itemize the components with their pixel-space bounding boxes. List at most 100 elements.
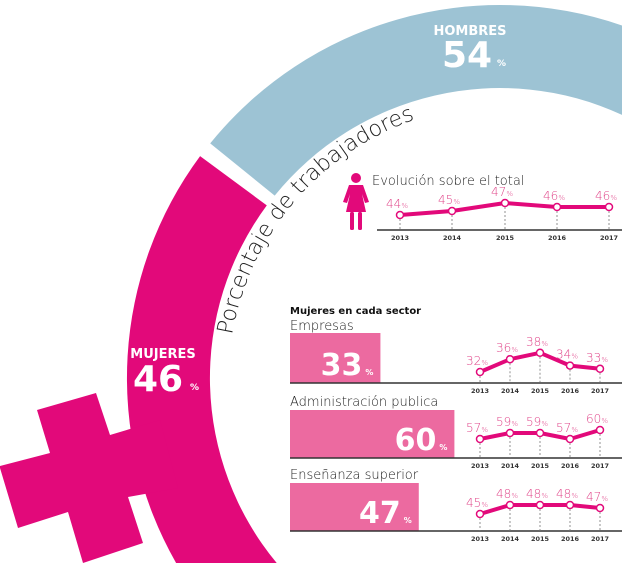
data-point: [565, 434, 575, 444]
x-tick-label: 2017: [600, 234, 618, 242]
data-label: 46%: [543, 189, 565, 203]
chart-title: Empresas: [290, 319, 354, 334]
data-label-unit: %: [511, 420, 518, 428]
data-label-unit: %: [601, 417, 608, 425]
x-tick-label: 2016: [548, 234, 567, 242]
data-label-unit: %: [571, 353, 578, 361]
x-tick-label: 2017: [591, 462, 609, 470]
data-point: [535, 500, 545, 510]
data-label: 57%: [556, 421, 578, 435]
data-label-value: 34: [556, 348, 571, 362]
data-label-value: 47: [586, 490, 601, 504]
total-value: 60: [395, 423, 437, 458]
data-label-unit: %: [541, 492, 548, 500]
hombres-value: 54: [442, 35, 492, 76]
data-label-value: 48: [526, 487, 541, 501]
x-tick-label: 2013: [471, 462, 489, 470]
total-value: 33: [321, 348, 363, 383]
data-label-value: 59: [526, 415, 541, 429]
data-point: [475, 434, 485, 444]
total-bar: [290, 410, 455, 458]
data-label-unit: %: [601, 495, 608, 503]
charts: Evolución sobre el total 2013 2014 2015 2016…: [290, 174, 622, 543]
x-tick-label: 2014: [501, 387, 520, 395]
total-bar: [290, 483, 419, 531]
data-label: 47%: [586, 490, 608, 504]
x-tick-label: 2013: [471, 387, 489, 395]
chart-title: Administración publica: [290, 395, 438, 410]
data-point: [595, 364, 605, 374]
chart-title: Evolución sobre el total: [372, 174, 524, 189]
hombres-arc: [210, 5, 622, 196]
data-point: [475, 509, 485, 519]
data-label: 44%: [386, 197, 408, 211]
data-label: 36%: [496, 341, 518, 355]
data-point: [535, 428, 545, 438]
data-label-unit: %: [481, 359, 488, 367]
data-point: [475, 367, 485, 377]
x-tick-label: 2017: [591, 535, 609, 543]
data-point: [595, 425, 605, 435]
data-label-unit: %: [610, 194, 617, 202]
mujeres-value: 46: [133, 359, 183, 400]
data-label-value: 48: [496, 487, 511, 501]
data-label-unit: %: [401, 202, 408, 210]
data-point: [565, 500, 575, 510]
total-value: 47: [359, 496, 401, 531]
data-label-value: 32: [466, 354, 481, 368]
data-label-unit: %: [511, 492, 518, 500]
data-label-value: 60: [586, 412, 601, 426]
data-label: 48%: [556, 487, 578, 501]
data-point: [595, 503, 605, 513]
data-label: 38%: [526, 335, 548, 349]
x-tick-label: 2015: [531, 387, 550, 395]
data-label: 60%: [586, 412, 608, 426]
sector-heading: Mujeres en cada sector: [290, 306, 421, 317]
x-tick-label: 2014: [501, 462, 520, 470]
data-point: [565, 361, 575, 370]
data-label: 45%: [438, 193, 460, 207]
data-label-unit: %: [541, 420, 548, 428]
data-label: 32%: [466, 354, 488, 368]
x-tick-label: 2015: [496, 234, 515, 242]
data-label-unit: %: [541, 340, 548, 348]
x-tick-label: 2015: [531, 462, 550, 470]
mujeres-label: MUJERES: [130, 347, 195, 362]
data-label: 47%: [491, 185, 513, 199]
total-unit: %: [439, 443, 447, 452]
female-symbol-cross: [0, 393, 178, 563]
data-label: 45%: [466, 496, 488, 510]
x-tick-label: 2014: [501, 535, 520, 543]
data-point: [505, 428, 515, 438]
data-label-value: 57: [466, 421, 481, 435]
data-label-value: 36: [496, 341, 511, 355]
data-label-value: 44: [386, 197, 401, 211]
x-tick-label: 2013: [391, 234, 409, 242]
data-label-value: 57: [556, 421, 571, 435]
x-tick-label: 2014: [443, 234, 462, 242]
data-label-value: 33: [586, 351, 601, 365]
data-label-value: 45: [466, 496, 481, 510]
x-tick-label: 2015: [531, 535, 550, 543]
woman-icon: [343, 173, 369, 230]
data-label: 46%: [595, 189, 617, 203]
x-tick-label: 2016: [561, 387, 580, 395]
data-point: [604, 202, 614, 212]
total-unit: %: [404, 516, 412, 525]
x-tick-label: 2017: [591, 387, 609, 395]
chart-2: Administración publica 60 % 2013 2014 2015 201…: [290, 395, 622, 470]
data-point: [505, 354, 515, 364]
data-point: [395, 210, 405, 220]
total-bar: [290, 333, 381, 383]
data-label-value: 46: [543, 189, 558, 203]
data-point: [535, 348, 545, 358]
chart-3: Enseñanza superior 47 % 2013 2014 2015 2016 201…: [290, 468, 622, 543]
data-label-unit: %: [571, 492, 578, 500]
data-label: 59%: [526, 415, 548, 429]
hombres-unit: %: [497, 59, 506, 69]
total-unit: %: [365, 368, 373, 377]
data-label-unit: %: [453, 198, 460, 206]
chart-0: Evolución sobre el total 2013 2014 2015 2016…: [372, 174, 622, 242]
data-point: [500, 198, 510, 208]
